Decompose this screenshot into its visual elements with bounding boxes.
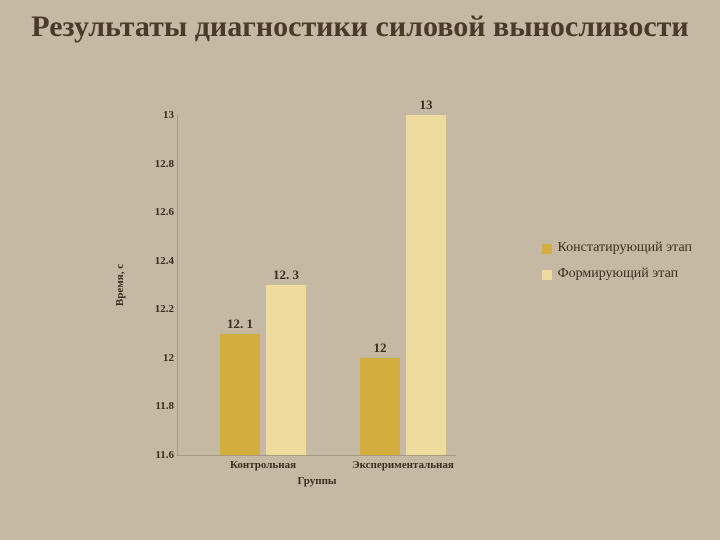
bar-exp-const: 12 bbox=[360, 358, 400, 455]
chart-title: Результаты диагностики силовой выносливо… bbox=[0, 0, 720, 45]
bar-exp-form: 13 bbox=[406, 115, 446, 455]
y-tick: 12.8 bbox=[136, 158, 174, 170]
y-tick: 12 bbox=[136, 352, 174, 364]
x-category-label: Контрольная bbox=[230, 459, 296, 471]
x-category-label: Экспериментальная bbox=[352, 459, 454, 471]
y-tick: 11.8 bbox=[136, 400, 174, 412]
legend-label: Формирующий этап bbox=[558, 266, 679, 282]
bar-value-label: 13 bbox=[420, 97, 433, 113]
bar-value-label: 12 bbox=[374, 340, 387, 356]
plot-area: Время, с 13 12.8 12.6 12.4 12.2 12 11.8 … bbox=[177, 115, 456, 456]
bar-value-label: 12. 3 bbox=[273, 267, 299, 283]
legend-item: Формирующий этап bbox=[542, 266, 692, 282]
y-axis-label: Время, с bbox=[114, 264, 126, 306]
y-tick: 12.4 bbox=[136, 255, 174, 267]
bar-control-form: 12. 3 bbox=[266, 285, 306, 455]
legend-swatch bbox=[542, 270, 552, 280]
y-tick: 12.2 bbox=[136, 303, 174, 315]
bar-control-const: 12. 1 bbox=[220, 334, 260, 455]
legend: Констатирующий этап Формирующий этап bbox=[542, 240, 692, 292]
chart: Время, с 13 12.8 12.6 12.4 12.2 12 11.8 … bbox=[135, 115, 455, 495]
legend-label: Констатирующий этап bbox=[558, 240, 692, 256]
y-tick: 12.6 bbox=[136, 206, 174, 218]
legend-item: Констатирующий этап bbox=[542, 240, 692, 256]
x-axis-label: Группы bbox=[297, 475, 336, 487]
legend-swatch bbox=[542, 244, 552, 254]
y-tick: 11.6 bbox=[136, 449, 174, 461]
bar-value-label: 12. 1 bbox=[227, 316, 253, 332]
y-tick: 13 bbox=[136, 109, 174, 121]
